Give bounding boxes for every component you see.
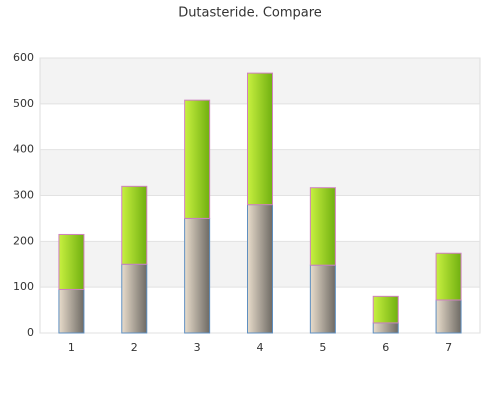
bar-segment [121, 185, 148, 265]
x-tick-label: 1 [68, 341, 75, 354]
x-tick-label: 4 [257, 341, 264, 354]
bar-segment [435, 252, 462, 301]
x-tick-label: 6 [382, 341, 389, 354]
y-tick-label: 300 [13, 189, 34, 202]
y-tick-label: 500 [13, 97, 34, 110]
y-tick-label: 400 [13, 143, 34, 156]
bar-segment [309, 264, 336, 334]
chart-title: Dutasteride. Compare [178, 6, 322, 21]
y-tick-label: 600 [13, 51, 34, 64]
bar-segment [58, 233, 85, 290]
y-tick-label: 100 [13, 280, 34, 293]
y-tick-label: 200 [13, 234, 34, 247]
bar-segment [435, 299, 462, 334]
x-tick-label: 3 [194, 341, 201, 354]
x-tick-label: 5 [319, 341, 326, 354]
x-tick-label: 2 [131, 341, 138, 354]
bar-segment [184, 99, 211, 219]
bar-segment [247, 204, 273, 334]
bar-segment [121, 263, 148, 334]
bar-segment [372, 322, 399, 334]
bar-segment [309, 187, 336, 266]
bar-segment [58, 288, 85, 334]
x-tick-label: 7 [445, 341, 452, 354]
y-tick-label: 0 [27, 326, 34, 339]
bar-segment [372, 295, 399, 324]
bar-segment [247, 72, 273, 206]
bar-segment [184, 217, 211, 334]
